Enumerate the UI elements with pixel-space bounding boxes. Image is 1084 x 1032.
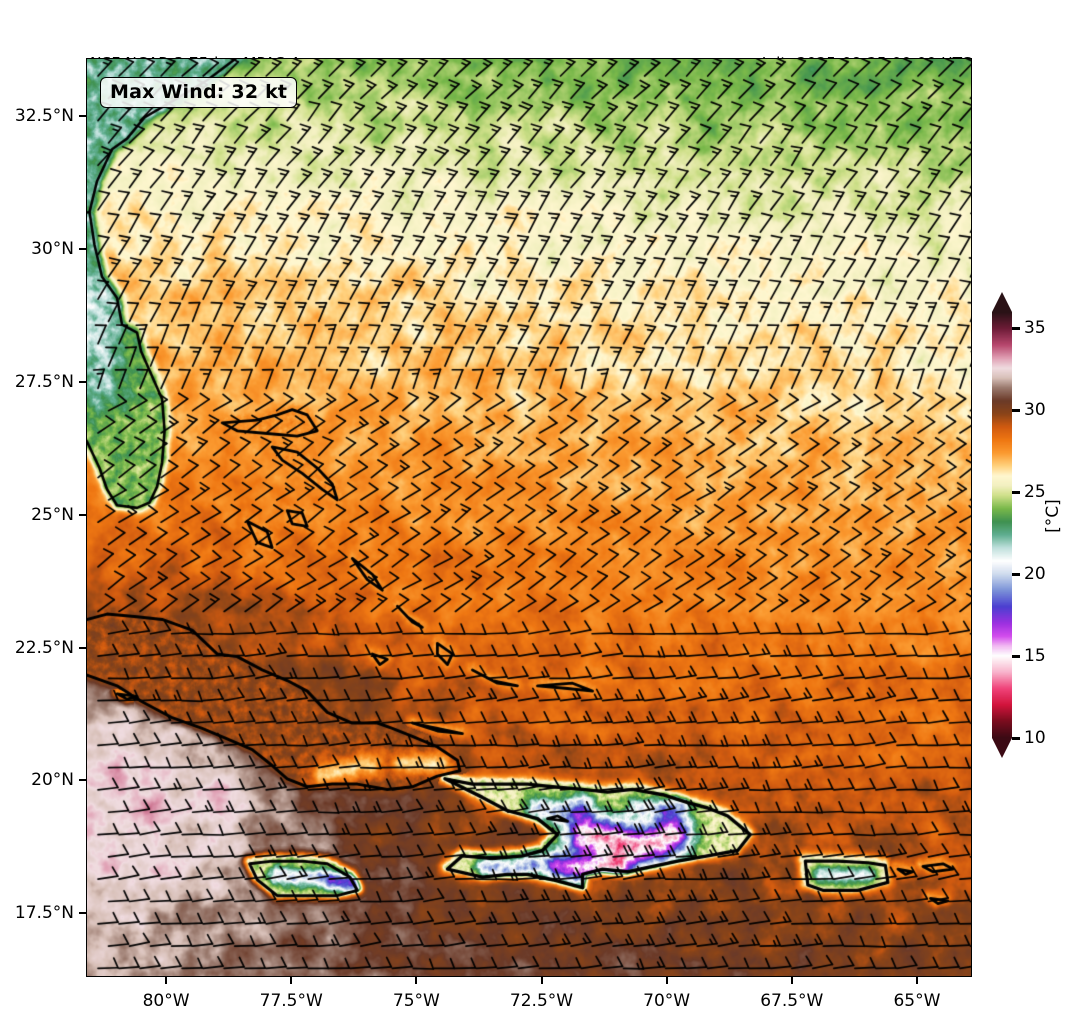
- x-tick-mark: [290, 977, 293, 984]
- x-tick-mark: [790, 977, 793, 984]
- colorbar-tick-label: 10: [1024, 728, 1046, 748]
- y-tick-mark: [79, 381, 86, 384]
- colorbar-extend-min-arrow: [992, 738, 1012, 758]
- x-tick-mark: [540, 977, 543, 984]
- x-tick-mark: [915, 977, 918, 984]
- colorbar-tick-label: 30: [1024, 400, 1046, 421]
- colorbar-tick-label: 20: [1024, 564, 1046, 585]
- x-axis-label: 70°W: [643, 991, 691, 1011]
- x-tick-mark: [665, 977, 668, 984]
- y-axis-label: 22.5°N: [14, 637, 74, 658]
- colorbar-tick-mark: [1012, 408, 1020, 412]
- x-axis-label: 67.5°W: [760, 991, 824, 1011]
- y-tick-mark: [79, 646, 86, 649]
- max-wind-badge: Max Wind: 32 kt: [100, 77, 298, 108]
- y-tick-mark: [79, 779, 86, 782]
- x-axis-label: 80°W: [142, 991, 190, 1011]
- colorbar-tick-mark: [1012, 736, 1020, 740]
- colorbar-tick-mark: [1012, 490, 1020, 494]
- y-tick-mark: [79, 912, 86, 915]
- y-tick-mark: [79, 513, 86, 516]
- map-plot-area: Max Wind: 32 kt: [86, 58, 972, 977]
- y-axis-label: 17.5°N: [14, 903, 74, 924]
- y-axis-label: 20°N: [31, 770, 74, 791]
- x-tick-mark: [165, 977, 168, 984]
- colorbar-tick-label: 35: [1024, 318, 1046, 339]
- colorbar-extend-max-arrow: [992, 292, 1012, 312]
- x-axis-label: 77.5°W: [259, 991, 323, 1011]
- y-axis-label: 27.5°N: [14, 372, 74, 393]
- y-axis-label: 25°N: [31, 504, 74, 525]
- colorbar-tick-mark: [1012, 654, 1020, 658]
- colorbar-label: [°C]: [1043, 499, 1063, 533]
- x-axis-label: 65°W: [893, 991, 941, 1011]
- colorbar-tick-mark: [1012, 572, 1020, 576]
- coastlines-and-wind-barbs: [87, 59, 971, 976]
- x-axis-label: 72.5°W: [509, 991, 574, 1011]
- colorbar-tick-label: 25: [1024, 482, 1046, 503]
- x-tick-mark: [415, 977, 418, 984]
- y-axis-label: 32.5°N: [14, 106, 74, 127]
- y-axis-label: 30°N: [31, 239, 74, 260]
- colorbar: [992, 292, 1012, 758]
- x-axis-label: 75°W: [392, 991, 440, 1011]
- colorbar-tick-label: 15: [1024, 646, 1046, 667]
- colorbar-gradient: [992, 312, 1012, 738]
- y-tick-mark: [79, 115, 86, 118]
- y-tick-mark: [79, 248, 86, 251]
- colorbar-tick-mark: [1012, 326, 1020, 330]
